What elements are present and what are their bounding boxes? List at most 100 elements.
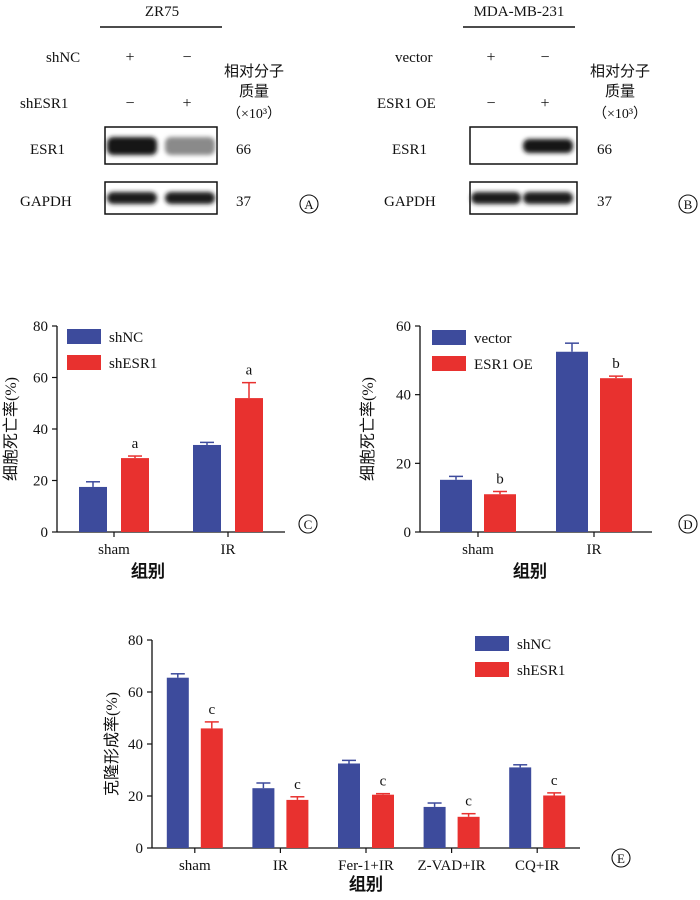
panel-b-row1-sign1: + (486, 49, 495, 66)
x-tick-label: IR (221, 542, 236, 558)
bar-shesr1-sham (121, 458, 149, 532)
bar-shnc-ir (252, 788, 275, 848)
y-tick-label: 80 (33, 319, 48, 335)
y-tick-label: 60 (33, 371, 48, 387)
panel-letter: D (683, 517, 692, 532)
x-tick-label: IR (587, 542, 602, 558)
significance-label: a (246, 363, 253, 379)
panel-a-esr1-band-1 (107, 137, 157, 155)
panel-a-letter-circle (299, 194, 319, 214)
panel-letter-circle (298, 514, 318, 534)
panel-b-letter: B (684, 197, 693, 212)
significance-label: c (465, 794, 472, 810)
legend-swatch (432, 330, 466, 345)
legend-swatch (475, 662, 509, 677)
y-tick-label: 20 (396, 456, 411, 472)
chart-e-colony-formation: 0 20 40 60 80 sham c IR c Fer-1+IR c Z-VAD+IR c CQ+IR… (103, 633, 631, 894)
panel-b-letter-circle (678, 194, 698, 214)
panel-b-blot1-mw: 66 (597, 142, 613, 158)
panel-b-gapdh-band-1 (471, 192, 521, 204)
panel-a-western-blot: ZR75 shNC + − shESR1 − + 相对分子 质量 （×10³） … (20, 4, 319, 215)
y-tick-label: 0 (41, 525, 49, 541)
y-axis-label: 细胞死亡率(%) (2, 377, 20, 481)
significance-label: b (612, 356, 620, 372)
y-tick-label: 40 (128, 737, 143, 753)
panel-b-mw-header-3: （×10³） (593, 106, 647, 122)
panel-b-row2-sign2: + (540, 95, 549, 112)
y-tick-label: 0 (136, 841, 144, 857)
significance-label: c (551, 773, 558, 789)
x-tick-label: Fer-1+IR (338, 858, 394, 874)
panel-b-row2-label: ESR1 OE (377, 96, 436, 112)
panel-a-blot2-label: GAPDH (20, 194, 72, 210)
bar-shesr1-sham (200, 728, 223, 848)
panel-a-mw-header-2: 质量 (239, 83, 269, 100)
panel-a-row1-label: shNC (46, 50, 80, 66)
chart-d-cell-death-esr1-oe: 0 20 40 60 sham b IR b vector ESR1 OE 组别 细胞死亡率(%) D (359, 319, 698, 581)
y-tick-label: 40 (33, 422, 48, 438)
x-tick-label: sham (98, 542, 130, 558)
panel-a-gapdh-band-2 (165, 192, 215, 204)
panel-a-row2-label: shESR1 (20, 96, 68, 112)
bar-shnc-ir (193, 444, 221, 532)
y-axis-label: 细胞死亡率(%) (359, 377, 377, 481)
bar-shesr1-ir (235, 398, 263, 532)
y-tick-label: 20 (128, 789, 143, 805)
significance-label: a (132, 436, 139, 452)
bar-vector-sham (440, 479, 472, 532)
legend-label: vector (474, 331, 511, 347)
panel-a-gapdh-band-1 (107, 192, 157, 204)
panel-b-row2-sign1: − (486, 95, 495, 112)
panel-letter-circle (611, 848, 631, 868)
y-tick-label: 60 (396, 319, 411, 335)
panel-a-row1-sign1: + (125, 49, 134, 66)
bar-esr1-oe-ir (600, 378, 632, 532)
panel-a-row1-sign2: − (182, 49, 191, 66)
chart-c-cell-death-shesr1: 0 20 40 60 80 sham a IR a shNC shESR1 组别 细胞死亡率(%) C (2, 319, 318, 581)
bar-shesr1-fer-1-ir (372, 794, 394, 848)
significance-label: b (496, 471, 504, 487)
panel-b-blot1-bands (523, 139, 573, 153)
panel-b-row1-sign2: − (540, 49, 549, 66)
bar-shesr1-cq-ir (543, 795, 566, 848)
legend-label: shESR1 (517, 663, 565, 679)
x-tick-label: IR (273, 858, 288, 874)
panel-a-mw-header-3: （×10³） (227, 106, 281, 122)
legend-label: shNC (517, 637, 551, 653)
panel-b-row1-label: vector (395, 50, 432, 66)
legend-label: shESR1 (109, 356, 157, 372)
significance-label: c (208, 702, 215, 718)
panel-b-blot1-label: ESR1 (392, 142, 427, 158)
bar-shnc-cq-ir (509, 767, 532, 848)
legend-swatch (432, 356, 466, 371)
significance-label: c (380, 774, 387, 790)
y-axis-label: 克隆形成率(%) (103, 692, 121, 796)
panel-a-esr1-band-2 (165, 137, 215, 155)
bar-shnc-fer-1-ir (338, 763, 360, 848)
panel-b-title: MDA-MB-231 (474, 4, 565, 20)
panel-a-blot2-mw: 37 (236, 194, 252, 210)
bar-shnc-z-vad-ir (423, 806, 446, 848)
panel-b-blot2-label: GAPDH (384, 194, 436, 210)
panel-b-blot2-mw: 37 (597, 194, 613, 210)
x-axis-label: 组别 (131, 561, 165, 581)
panel-letter: C (304, 517, 313, 532)
y-tick-label: 0 (404, 525, 412, 541)
panel-a-row2-sign1: − (125, 95, 134, 112)
bar-shnc-sham (79, 486, 107, 532)
panel-a-title: ZR75 (145, 4, 179, 20)
panel-b-esr1-band-2 (523, 139, 573, 153)
panel-b-blot2-bands (471, 192, 573, 204)
significance-label: c (294, 777, 301, 793)
y-tick-label: 80 (128, 633, 143, 649)
x-tick-label: sham (179, 858, 211, 874)
panel-a-row2-sign2: + (182, 95, 191, 112)
y-tick-label: 20 (33, 474, 48, 490)
y-tick-label: 40 (396, 388, 411, 404)
x-axis-label: 组别 (349, 874, 383, 894)
panel-a-mw-header-1: 相对分子 (224, 63, 284, 80)
panel-letter-circle (678, 514, 698, 534)
panel-b-gapdh-band-2 (523, 192, 573, 204)
panel-b-western-blot: MDA-MB-231 vector + − ESR1 OE − + 相对分子 质… (377, 4, 698, 215)
